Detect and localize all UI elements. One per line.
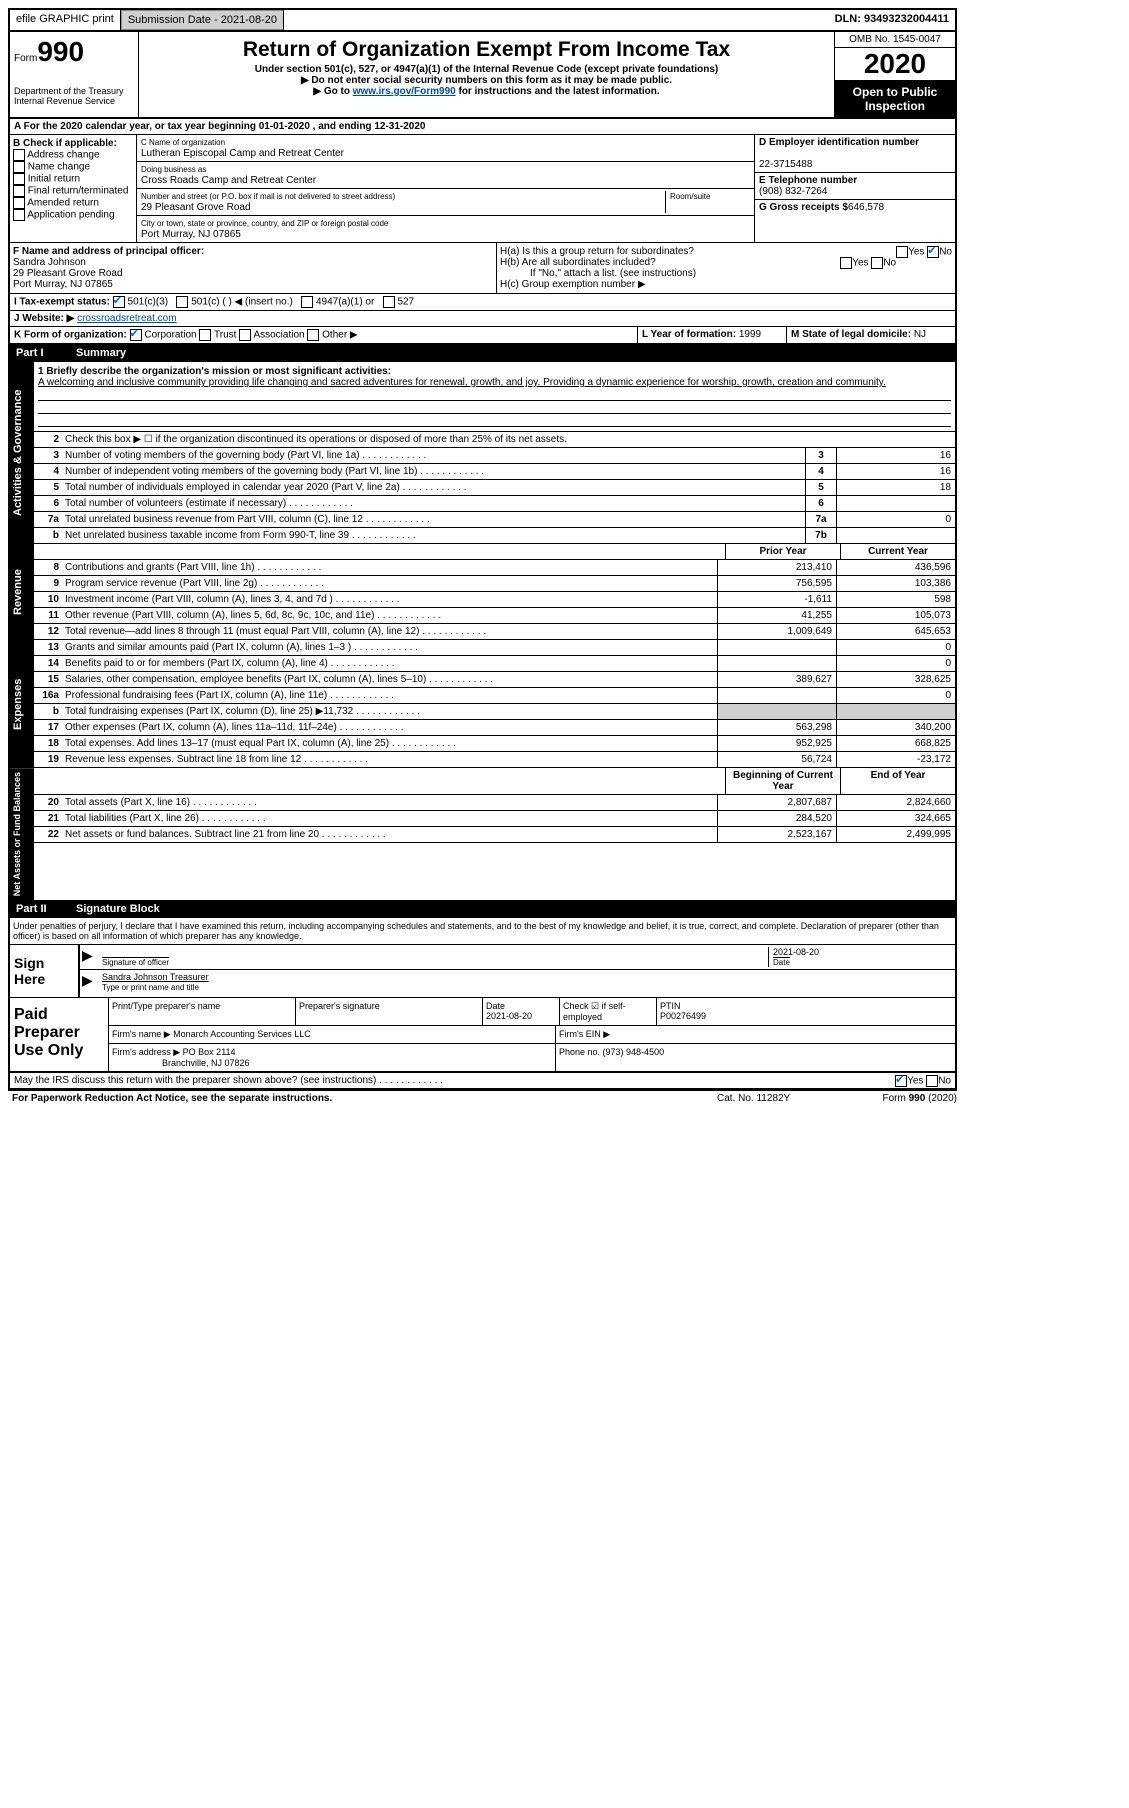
street-address: 29 Pleasant Grove Road <box>141 202 251 213</box>
table-row: 20Total assets (Part X, line 16)2,807,68… <box>34 795 955 811</box>
paid-preparer-block: Paid Preparer Use Only Print/Type prepar… <box>10 998 955 1073</box>
cb-ha-no[interactable] <box>927 246 939 258</box>
table-row: 19Revenue less expenses. Subtract line 1… <box>34 752 955 768</box>
col-b-checkboxes: B Check if applicable: Address change Na… <box>10 135 137 242</box>
cb-trust[interactable] <box>199 329 211 341</box>
table-row: 13Grants and similar amounts paid (Part … <box>34 640 955 656</box>
sign-here-block: Sign Here ▶ Signature of officer 2021-08… <box>10 944 955 998</box>
gross-receipts: 646,578 <box>848 202 884 213</box>
table-row: 7aTotal unrelated business revenue from … <box>34 512 955 528</box>
expenses-section: Expenses 13Grants and similar amounts pa… <box>10 640 955 768</box>
tax-year: 2020 <box>835 48 955 81</box>
cb-ha-yes[interactable] <box>896 246 908 258</box>
table-row: 8Contributions and grants (Part VIII, li… <box>34 560 955 576</box>
table-row: 5Total number of individuals employed in… <box>34 480 955 496</box>
row-j-website: J Website: ▶ crossroadsretreat.com <box>10 311 955 327</box>
subtitle-1: Under section 501(c), 527, or 4947(a)(1)… <box>143 64 830 75</box>
cb-name-change[interactable] <box>13 161 25 173</box>
dln-label: DLN: 93493232004411 <box>829 10 955 30</box>
website-link[interactable]: crossroadsretreat.com <box>77 313 176 324</box>
section-bcd: B Check if applicable: Address change Na… <box>10 135 955 243</box>
irs-link[interactable]: www.irs.gov/Form990 <box>353 86 456 97</box>
cb-4947[interactable] <box>301 296 313 308</box>
form-number: Form990 <box>14 36 134 68</box>
table-row: 4Number of independent voting members of… <box>34 464 955 480</box>
table-row: 16aProfessional fundraising fees (Part I… <box>34 688 955 704</box>
table-row: 6Total number of volunteers (estimate if… <box>34 496 955 512</box>
cb-hb-no[interactable] <box>871 257 883 269</box>
top-bar: efile GRAPHIC print Submission Date - 20… <box>10 10 955 32</box>
netassets-section: Net Assets or Fund Balances Beginning of… <box>10 768 955 900</box>
page-footer: For Paperwork Reduction Act Notice, see … <box>8 1091 961 1106</box>
vlabel-netassets: Net Assets or Fund Balances <box>10 768 34 900</box>
cb-other[interactable] <box>307 329 319 341</box>
dba-name: Cross Roads Camp and Retreat Center <box>141 175 316 186</box>
mission-text: A welcoming and inclusive community prov… <box>38 377 886 388</box>
part2-header: Part II Signature Block <box>10 900 955 918</box>
vlabel-revenue: Revenue <box>10 544 34 640</box>
table-row: 9Program service revenue (Part VIII, lin… <box>34 576 955 592</box>
row-klm: K Form of organization: Corporation Trus… <box>10 327 955 344</box>
cb-discuss-yes[interactable] <box>895 1075 907 1087</box>
open-public-label: Open to Public Inspection <box>835 81 955 117</box>
cb-501c3[interactable] <box>113 296 125 308</box>
cb-corp[interactable] <box>130 329 142 341</box>
table-row: 14Benefits paid to or for members (Part … <box>34 656 955 672</box>
col-header-prior-current: Prior Year Current Year <box>34 544 955 560</box>
part1-body: Activities & Governance 1 Briefly descri… <box>10 362 955 544</box>
officer-name: Sandra Johnson <box>13 257 86 268</box>
cb-hb-yes[interactable] <box>840 257 852 269</box>
declaration-text: Under penalties of perjury, I declare th… <box>10 918 955 944</box>
mission-box: 1 Briefly describe the organization's mi… <box>34 362 955 432</box>
table-row: 15Salaries, other compensation, employee… <box>34 672 955 688</box>
part1-header: Part I Summary <box>10 344 955 362</box>
table-row: bTotal fundraising expenses (Part IX, co… <box>34 704 955 720</box>
table-row: 12Total revenue—add lines 8 through 11 (… <box>34 624 955 640</box>
section-fh: F Name and address of principal officer:… <box>10 243 955 294</box>
revenue-section: Revenue Prior Year Current Year 8Contrib… <box>10 544 955 640</box>
table-row: 18Total expenses. Add lines 13–17 (must … <box>34 736 955 752</box>
city-state-zip: Port Murray, NJ 07865 <box>141 229 241 240</box>
vlabel-expenses: Expenses <box>10 640 34 768</box>
col-header-beg-end: Beginning of Current Year End of Year <box>34 768 955 795</box>
telephone: (908) 832-7264 <box>759 186 827 197</box>
discuss-row: May the IRS discuss this return with the… <box>10 1073 955 1089</box>
org-name: Lutheran Episcopal Camp and Retreat Cent… <box>141 148 344 159</box>
dept-label: Department of the Treasury Internal Reve… <box>14 86 134 106</box>
table-row: bNet unrelated business taxable income f… <box>34 528 955 544</box>
vlabel-activities-governance: Activities & Governance <box>10 362 34 544</box>
table-row: 3Number of voting members of the governi… <box>34 448 955 464</box>
cb-address-change[interactable] <box>13 149 25 161</box>
line-2: 2 Check this box ▶ ☐ if the organization… <box>34 432 955 448</box>
cb-amended[interactable] <box>13 197 25 209</box>
omb-number: OMB No. 1545-0047 <box>835 32 955 48</box>
subtitle-2: ▶ Do not enter social security numbers o… <box>143 75 830 86</box>
row-a-tax-year: A For the 2020 calendar year, or tax yea… <box>10 119 955 135</box>
cb-discuss-no[interactable] <box>926 1075 938 1087</box>
form-990-page: efile GRAPHIC print Submission Date - 20… <box>8 8 957 1091</box>
ein-value: 22-3715488 <box>759 159 812 170</box>
form-title: Return of Organization Exempt From Incom… <box>143 38 830 62</box>
table-row: 17Other expenses (Part IX, column (A), l… <box>34 720 955 736</box>
cb-527[interactable] <box>383 296 395 308</box>
col-d-ein-tel: D Employer identification number 22-3715… <box>754 135 955 242</box>
table-row: 11Other revenue (Part VIII, column (A), … <box>34 608 955 624</box>
efile-label: efile GRAPHIC print <box>10 10 121 30</box>
col-c-org-info: C Name of organization Lutheran Episcopa… <box>137 135 754 242</box>
cb-initial-return[interactable] <box>13 173 25 185</box>
table-row: 21Total liabilities (Part X, line 26)284… <box>34 811 955 827</box>
row-i-tax-exempt: I Tax-exempt status: 501(c)(3) 501(c) ( … <box>10 294 955 311</box>
cb-assoc[interactable] <box>239 329 251 341</box>
cb-pending[interactable] <box>13 209 25 221</box>
subtitle-3: ▶ Go to www.irs.gov/Form990 for instruct… <box>143 86 830 97</box>
table-row: 10Investment income (Part VIII, column (… <box>34 592 955 608</box>
form-header: Form990 Department of the Treasury Inter… <box>10 32 955 119</box>
submission-date-button[interactable]: Submission Date - 2021-08-20 <box>121 10 284 30</box>
cb-final-return[interactable] <box>13 185 25 197</box>
cb-501c[interactable] <box>176 296 188 308</box>
table-row: 22Net assets or fund balances. Subtract … <box>34 827 955 843</box>
